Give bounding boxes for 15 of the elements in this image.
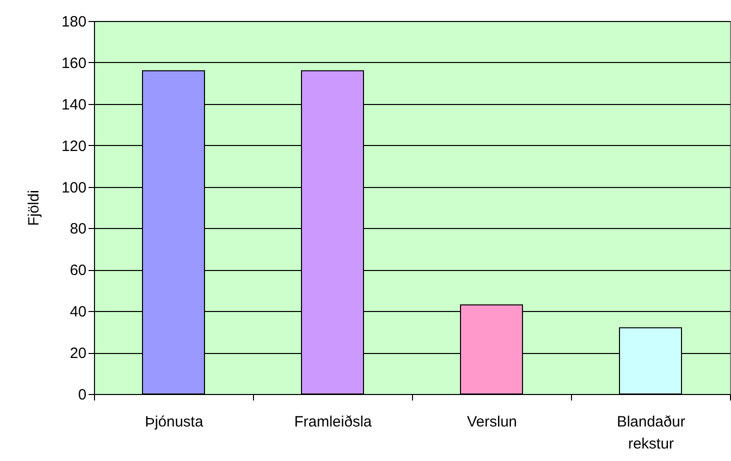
x-tick-label: Þjónusta <box>144 414 204 430</box>
x-tick-label: Verslun <box>466 414 518 430</box>
y-tick-label: 0 <box>78 386 86 404</box>
x-tick-label: Blandaður rekstur <box>616 414 686 452</box>
y-tick-label: 20 <box>70 345 86 362</box>
y-tick-label: 40 <box>70 304 86 321</box>
y-axis-title: Fjöldi <box>25 190 42 226</box>
y-tick-label: 60 <box>70 262 86 280</box>
y-tick-label: 180 <box>61 14 86 30</box>
y-tick-label: 100 <box>61 179 86 196</box>
y-tick-label: 140 <box>61 96 86 114</box>
x-tick-label: Framleiðsla <box>294 414 372 430</box>
y-tick-label: 160 <box>61 54 86 72</box>
y-tick-label: 80 <box>70 220 86 238</box>
y-tick-label: 120 <box>61 138 86 155</box>
